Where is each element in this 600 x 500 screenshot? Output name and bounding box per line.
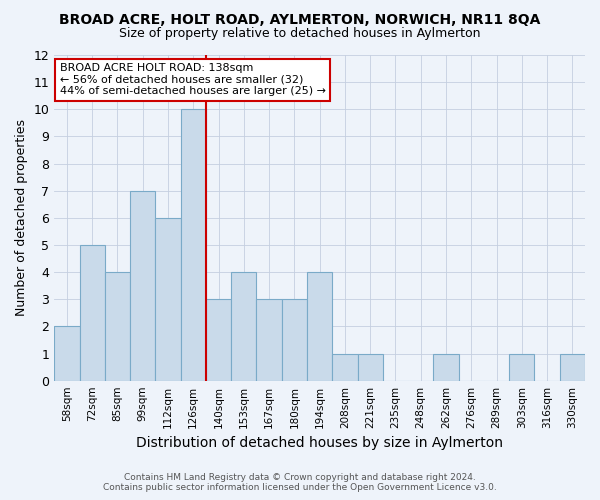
Bar [256, 300, 282, 380]
Bar [358, 354, 383, 380]
Bar [433, 354, 458, 380]
Bar [231, 272, 256, 380]
Bar [282, 300, 307, 380]
Bar [105, 272, 130, 380]
Text: BROAD ACRE, HOLT ROAD, AYLMERTON, NORWICH, NR11 8QA: BROAD ACRE, HOLT ROAD, AYLMERTON, NORWIC… [59, 12, 541, 26]
Bar [80, 245, 105, 380]
Text: Contains HM Land Registry data © Crown copyright and database right 2024.
Contai: Contains HM Land Registry data © Crown c… [103, 473, 497, 492]
Bar [332, 354, 358, 380]
X-axis label: Distribution of detached houses by size in Aylmerton: Distribution of detached houses by size … [136, 436, 503, 450]
Y-axis label: Number of detached properties: Number of detached properties [15, 120, 28, 316]
Bar [155, 218, 181, 380]
Bar [130, 190, 155, 380]
Bar [206, 300, 231, 380]
Bar [181, 110, 206, 380]
Text: BROAD ACRE HOLT ROAD: 138sqm
← 56% of detached houses are smaller (32)
44% of se: BROAD ACRE HOLT ROAD: 138sqm ← 56% of de… [59, 63, 326, 96]
Bar [54, 326, 80, 380]
Bar [509, 354, 535, 380]
Text: Size of property relative to detached houses in Aylmerton: Size of property relative to detached ho… [119, 28, 481, 40]
Bar [307, 272, 332, 380]
Bar [560, 354, 585, 380]
